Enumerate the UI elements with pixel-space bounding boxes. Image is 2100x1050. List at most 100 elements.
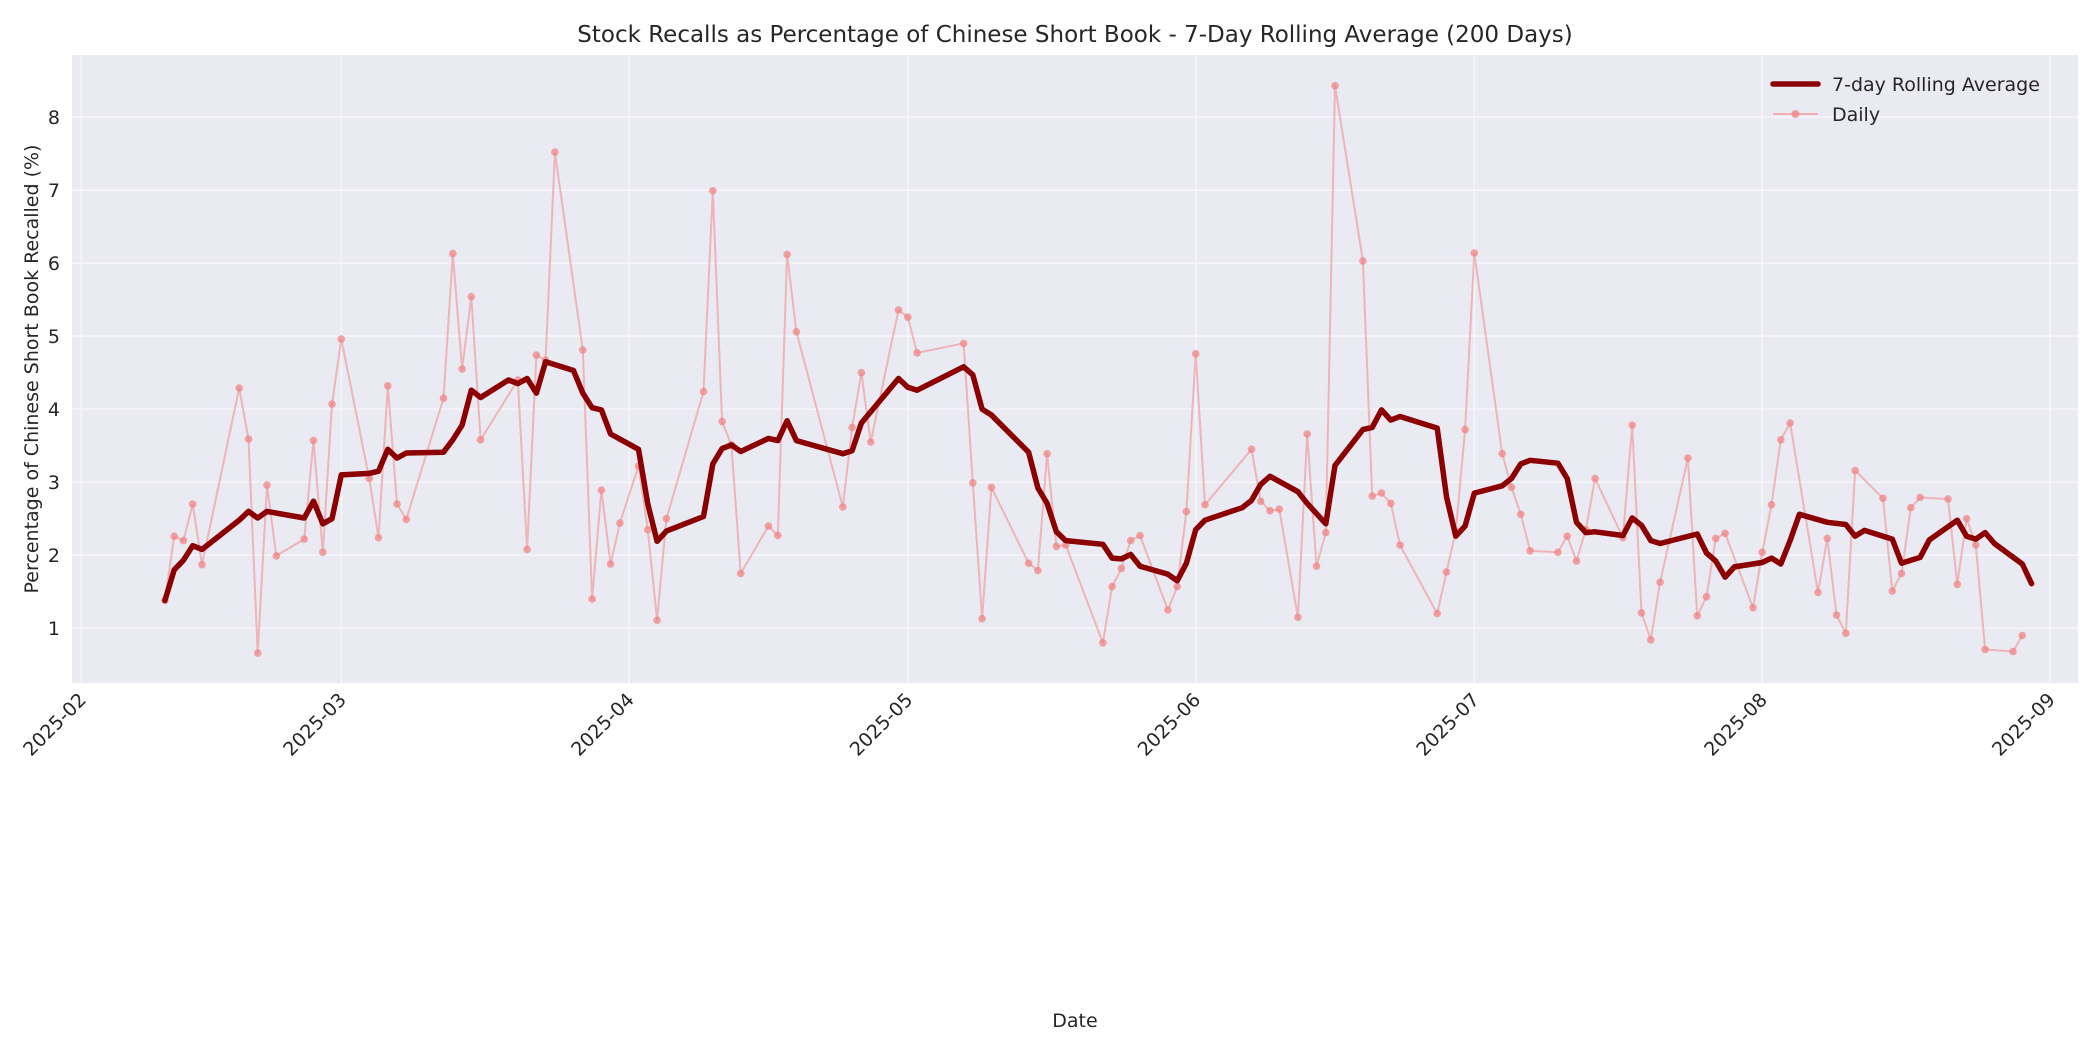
daily-point-marker (987, 483, 996, 492)
x-axis-ticks: 2025-02 2025-03 2025-04 2025-05 2025-06 2025-… (19, 689, 2060, 761)
y-tick-label: 7 (48, 180, 60, 202)
daily-point-marker (1823, 534, 1832, 543)
daily-point-marker (1767, 501, 1776, 509)
daily-point-marker (783, 250, 791, 259)
daily-point-marker (1842, 629, 1850, 638)
daily-point-marker (1517, 510, 1525, 519)
daily-point-marker (1498, 449, 1506, 458)
daily-point-marker (1108, 582, 1116, 591)
daily-point-marker (179, 536, 188, 545)
daily-point-marker (1953, 580, 1962, 589)
daily-point-marker (467, 292, 476, 301)
daily-point-marker (1099, 639, 1107, 647)
daily-point-marker (1117, 564, 1126, 573)
daily-point-marker (1944, 495, 1952, 503)
daily-point-marker (309, 436, 318, 445)
x-tick-label: 2025-07 (1412, 689, 1484, 761)
y-tick-label: 5 (48, 326, 60, 348)
daily-point-marker (523, 545, 531, 554)
daily-point-marker (170, 532, 178, 540)
legend: 7-day Rolling Average Daily (1770, 74, 2040, 126)
daily-point-marker (1442, 568, 1451, 576)
daily-point-marker (402, 515, 411, 524)
daily-point-marker (1173, 582, 1181, 591)
legend-label-rolling: 7-day Rolling Average (1832, 74, 2040, 96)
daily-point-marker (1888, 587, 1897, 595)
daily-point-marker (393, 500, 401, 508)
daily-point-marker (894, 306, 903, 314)
daily-point-marker (1191, 349, 1200, 358)
daily-point-marker (1702, 593, 1711, 601)
daily-point-marker (198, 560, 206, 569)
daily-point-marker (904, 313, 912, 322)
x-axis-label: Date (1052, 1010, 1097, 1032)
daily-point-marker (300, 535, 309, 543)
daily-point-marker (1052, 542, 1061, 551)
x-tick-label: 2025-03 (279, 689, 351, 761)
daily-point-marker (616, 519, 624, 527)
daily-point-marker (1851, 466, 1859, 475)
daily-point-marker (1897, 569, 1906, 578)
daily-point-marker (1591, 474, 1599, 483)
y-tick-label: 1 (48, 618, 60, 640)
daily-point-marker (857, 368, 866, 377)
chart-title: Stock Recalls as Percentage of Chinese S… (577, 22, 1573, 48)
daily-point-marker (606, 560, 615, 568)
daily-point-marker (848, 423, 856, 432)
daily-point-marker (653, 616, 661, 624)
daily-point-marker (1294, 613, 1302, 622)
x-tick-label: 2025-08 (1700, 689, 1772, 761)
daily-point-marker (969, 479, 977, 487)
daily-point-marker (1256, 497, 1265, 506)
daily-point-marker (1721, 529, 1729, 538)
daily-point-marker (263, 481, 271, 489)
daily-point-marker (1962, 514, 1971, 523)
daily-point-marker (337, 335, 346, 343)
daily-point-marker (1637, 609, 1646, 617)
daily-point-marker (384, 382, 392, 390)
daily-point-marker (319, 548, 327, 557)
daily-point-marker (1628, 421, 1636, 430)
daily-point-marker (1266, 506, 1274, 515)
x-tick-label: 2025-04 (567, 689, 639, 761)
x-tick-label: 2025-02 (19, 689, 91, 761)
daily-point-marker (1275, 505, 1284, 513)
daily-point-marker (579, 346, 587, 354)
daily-point-marker (1907, 503, 1915, 512)
daily-point-marker (1164, 606, 1172, 614)
daily-point-marker (551, 148, 559, 156)
daily-point-marker (439, 394, 448, 403)
daily-point-marker (1043, 449, 1051, 458)
daily-point-marker (1368, 492, 1376, 500)
daily-point-marker (644, 525, 652, 534)
daily-point-marker (253, 649, 262, 657)
daily-point-marker (1563, 532, 1571, 540)
x-tick-label: 2025-05 (846, 689, 918, 761)
y-tick-label: 2 (48, 545, 60, 567)
daily-point-marker (272, 552, 281, 560)
daily-point-marker (1693, 612, 1701, 620)
daily-point-marker (1777, 436, 1785, 444)
x-tick-label: 2025-09 (1988, 689, 2060, 761)
daily-point-marker (2009, 647, 2017, 656)
daily-point-marker (1461, 425, 1469, 434)
daily-point-marker (1832, 611, 1841, 619)
daily-point-marker (449, 249, 457, 258)
daily-point-marker (959, 339, 968, 348)
daily-point-marker (1136, 531, 1144, 540)
daily-point-marker (365, 474, 374, 483)
daily-point-marker (913, 349, 921, 357)
daily-point-marker (866, 438, 875, 446)
daily-point-marker (1526, 547, 1534, 555)
daily-point-marker (839, 503, 847, 511)
legend-label-daily: Daily (1832, 104, 1880, 126)
daily-point-marker (1470, 249, 1479, 257)
daily-point-marker (235, 384, 243, 392)
daily-point-marker (458, 365, 466, 373)
daily-point-marker (2018, 631, 2027, 640)
daily-point-marker (374, 533, 383, 542)
y-tick-label: 4 (48, 399, 60, 421)
daily-point-marker (978, 614, 986, 623)
y-axis-ticks: 1 2 3 4 5 6 7 8 (48, 107, 60, 640)
